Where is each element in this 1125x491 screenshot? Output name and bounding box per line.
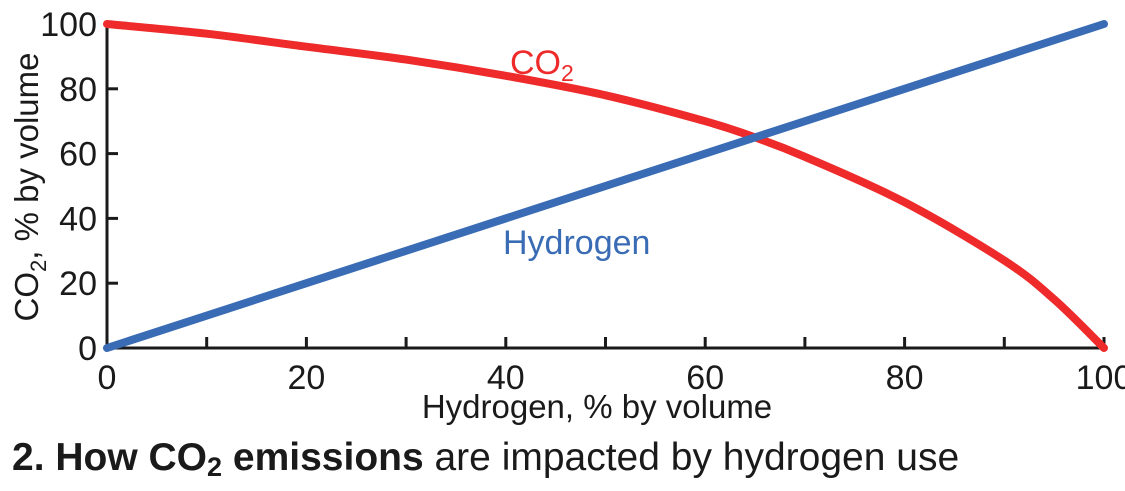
- series-label-co2-sub: 2: [561, 60, 574, 86]
- x-tick-label-60: 60: [686, 359, 724, 397]
- series-line-co2: [103, 20, 1108, 352]
- series-lines: [103, 20, 1108, 352]
- series-label-co2-main: CO: [510, 44, 561, 82]
- x-tick-label-40: 40: [487, 359, 525, 397]
- y-axis-title: CO2, % by volume: [8, 53, 51, 322]
- x-tick-label-0: 0: [98, 359, 117, 397]
- y-tick-label-60: 60: [59, 136, 97, 174]
- caption-bold-part: 2. How CO2 emissions: [12, 436, 424, 482]
- y-tick-label-80: 80: [59, 71, 97, 109]
- y-tick-label-20: 20: [59, 265, 97, 303]
- y-tick-label-40: 40: [59, 200, 97, 238]
- labels: 0 20 40 60 80 100 0 20 40 60 80 100: [40, 6, 1125, 397]
- x-tick-label-20: 20: [287, 359, 325, 397]
- y-tick-label-100: 100: [40, 6, 97, 44]
- x-axis-title: Hydrogen, % by volume: [422, 388, 772, 425]
- caption-normal-part: are impacted by hydrogen use: [423, 436, 960, 479]
- y-axis-title-prefix: CO: [8, 272, 45, 322]
- series-label-hydrogen: Hydrogen: [503, 224, 650, 262]
- y-axis-title-sub: 2: [26, 260, 51, 272]
- y-axis-title-suffix: , % by volume: [8, 53, 45, 260]
- y-tick-label-0: 0: [78, 330, 97, 368]
- series-label-co2: CO2: [510, 44, 574, 86]
- series-line-hydrogen: [103, 20, 1108, 352]
- x-tick-label-100: 100: [1076, 359, 1125, 397]
- figure-caption: 2. How CO2 emissions are impacted by hyd…: [12, 436, 960, 482]
- x-tick-label-80: 80: [886, 359, 924, 397]
